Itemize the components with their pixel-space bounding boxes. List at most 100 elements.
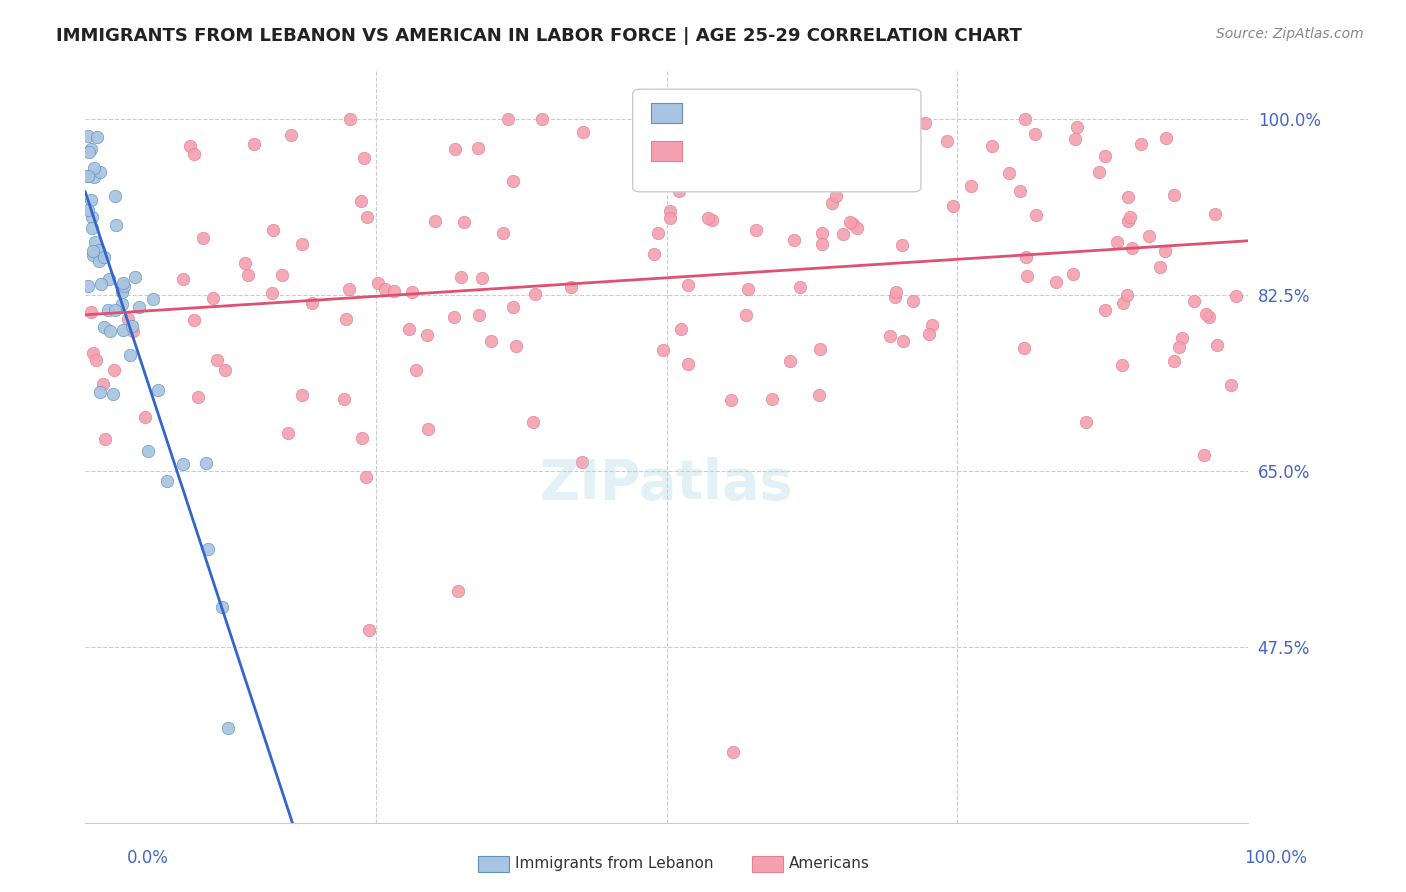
- Point: [959, 178, 981, 193]
- Point: [1111, 359, 1133, 373]
- Point: [676, 357, 699, 371]
- Point: [271, 268, 294, 282]
- Point: [467, 141, 489, 155]
- Point: [172, 457, 194, 471]
- Point: [1137, 228, 1160, 243]
- Point: [111, 297, 134, 311]
- Text: IMMIGRANTS FROM LEBANON VS AMERICAN IN LABOR FORCE | AGE 25-29 CORRELATION CHART: IMMIGRANTS FROM LEBANON VS AMERICAN IN L…: [56, 27, 1022, 45]
- Point: [111, 323, 134, 337]
- Point: [1153, 244, 1175, 258]
- Point: [935, 135, 957, 149]
- Point: [652, 343, 675, 357]
- Point: [1170, 331, 1192, 345]
- Point: [82, 248, 104, 262]
- Point: [523, 286, 546, 301]
- Point: [79, 193, 101, 207]
- Point: [416, 422, 439, 436]
- Point: [942, 199, 965, 213]
- Point: [1064, 132, 1087, 146]
- Point: [242, 137, 264, 152]
- Point: [1184, 293, 1206, 308]
- Text: N =  48: N = 48: [808, 107, 866, 122]
- Point: [93, 250, 115, 264]
- Point: [89, 385, 111, 400]
- Point: [183, 147, 205, 161]
- Point: [1118, 213, 1140, 227]
- Point: [195, 456, 218, 470]
- Text: Immigrants from Lebanon: Immigrants from Lebanon: [515, 856, 713, 871]
- Point: [1112, 295, 1135, 310]
- Point: [401, 285, 423, 299]
- Point: [350, 431, 373, 445]
- Point: [80, 305, 103, 319]
- Point: [233, 256, 256, 270]
- Point: [1220, 377, 1243, 392]
- Point: [80, 142, 103, 156]
- Point: [697, 211, 720, 226]
- Point: [702, 212, 724, 227]
- Point: [1195, 307, 1218, 321]
- Point: [82, 221, 104, 235]
- Point: [82, 244, 104, 259]
- Point: [367, 276, 389, 290]
- Point: [1024, 127, 1046, 141]
- Point: [737, 282, 759, 296]
- Point: [479, 334, 502, 348]
- Point: [891, 238, 914, 252]
- Point: [496, 112, 519, 126]
- Point: [789, 280, 811, 294]
- Point: [453, 215, 475, 229]
- Point: [1062, 267, 1084, 281]
- Point: [761, 392, 783, 407]
- Point: [883, 289, 905, 303]
- Point: [291, 236, 314, 251]
- Point: [447, 583, 470, 598]
- Point: [879, 329, 901, 343]
- Point: [353, 151, 375, 165]
- Point: [335, 312, 357, 326]
- Point: [82, 345, 104, 359]
- Point: [118, 347, 141, 361]
- Point: [356, 211, 378, 225]
- Point: [1066, 120, 1088, 135]
- Point: [291, 388, 314, 402]
- Point: [658, 211, 681, 226]
- Point: [98, 324, 121, 338]
- Point: [1194, 448, 1216, 462]
- Point: [156, 474, 179, 488]
- Point: [921, 318, 943, 332]
- Point: [1045, 275, 1067, 289]
- Point: [104, 303, 127, 318]
- Point: [382, 284, 405, 298]
- Point: [124, 270, 146, 285]
- Text: Americans: Americans: [789, 856, 870, 871]
- Point: [505, 339, 527, 353]
- Point: [76, 279, 98, 293]
- Point: [76, 202, 98, 217]
- Point: [998, 166, 1021, 180]
- Point: [1015, 250, 1038, 264]
- Point: [560, 280, 582, 294]
- Point: [658, 204, 681, 219]
- Point: [1205, 338, 1227, 352]
- Point: [1087, 165, 1109, 179]
- Point: [187, 390, 209, 404]
- Point: [207, 352, 229, 367]
- Point: [855, 112, 877, 126]
- Point: [1149, 260, 1171, 274]
- Point: [82, 211, 104, 225]
- Point: [89, 244, 111, 258]
- Point: [832, 227, 855, 242]
- Point: [830, 159, 852, 173]
- Point: [492, 226, 515, 240]
- Point: [357, 623, 380, 637]
- Point: [1074, 415, 1097, 429]
- Text: R = -0.497: R = -0.497: [690, 107, 772, 122]
- Point: [1119, 210, 1142, 224]
- Point: [669, 322, 692, 336]
- Point: [1163, 354, 1185, 368]
- Point: [884, 285, 907, 299]
- Point: [136, 444, 159, 458]
- Point: [450, 270, 472, 285]
- Point: [211, 600, 233, 615]
